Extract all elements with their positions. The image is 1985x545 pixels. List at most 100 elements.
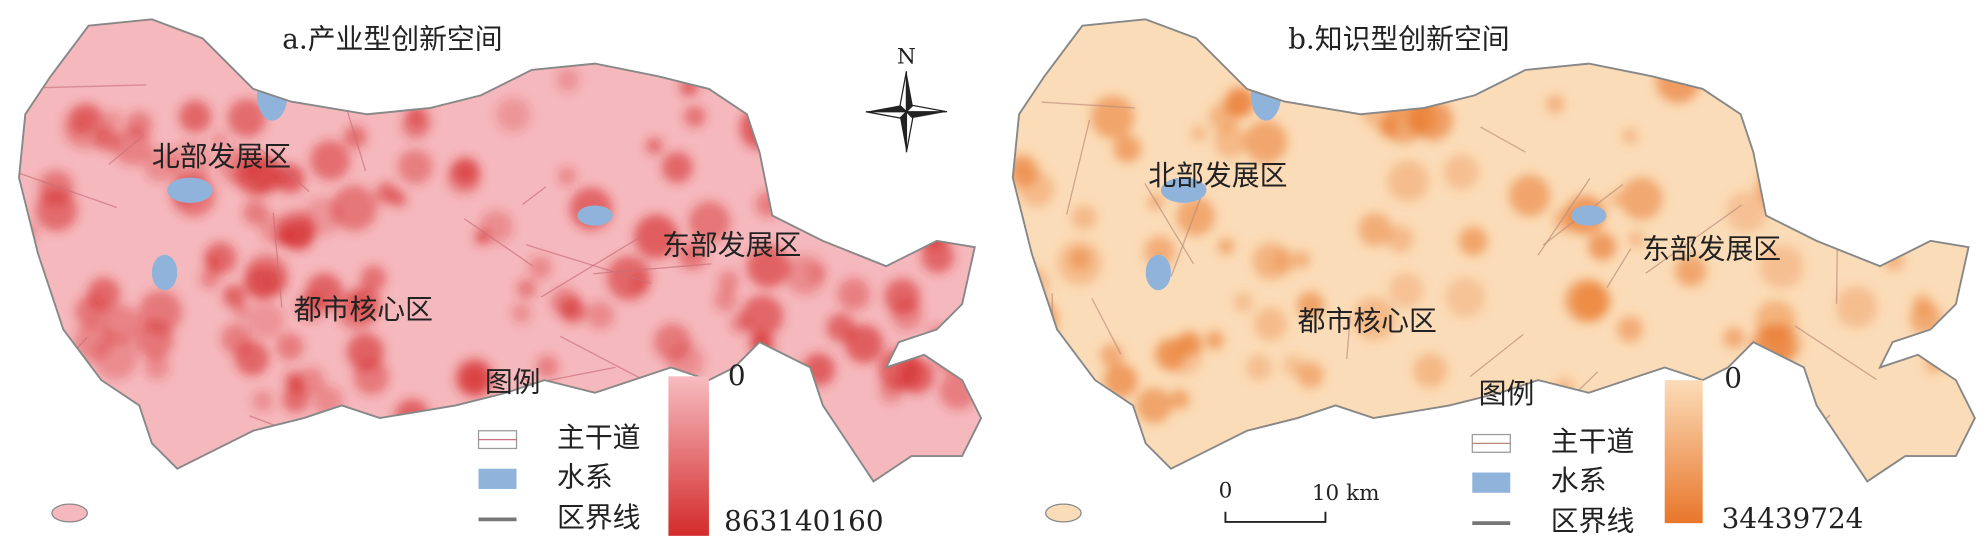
heat-spot bbox=[933, 336, 970, 373]
heat-spot bbox=[741, 295, 784, 338]
heat-spot bbox=[74, 321, 113, 360]
heat-spot bbox=[360, 265, 387, 292]
legend-title: 图例 bbox=[485, 365, 541, 398]
road bbox=[463, 218, 534, 267]
heat-spot bbox=[337, 290, 378, 331]
heat-spot bbox=[677, 241, 707, 270]
heat-spot bbox=[1623, 388, 1647, 413]
map-area bbox=[18, 19, 982, 482]
heat-spot bbox=[1675, 255, 1707, 287]
heat-spot bbox=[235, 153, 278, 197]
heat-spot bbox=[837, 277, 871, 311]
legend-item: 主干道 bbox=[557, 421, 641, 454]
heat-spot bbox=[717, 270, 740, 292]
heat-spot bbox=[71, 103, 101, 134]
road bbox=[1606, 248, 1632, 288]
heat-spot bbox=[297, 367, 325, 395]
heat-spot bbox=[1014, 161, 1031, 179]
heat-spot bbox=[634, 214, 679, 259]
color-bar bbox=[668, 376, 709, 536]
heat-spot bbox=[313, 386, 343, 416]
heat-spot bbox=[683, 105, 706, 128]
heat-spot bbox=[1622, 128, 1638, 145]
heat-spot bbox=[1619, 177, 1663, 221]
road bbox=[1794, 325, 1877, 380]
heat-spot bbox=[1759, 245, 1804, 289]
region-label: 东部发展区 bbox=[662, 229, 801, 262]
region-label: 都市核心区 bbox=[1298, 305, 1437, 338]
heat-spot bbox=[284, 220, 314, 250]
heat-spot bbox=[275, 164, 305, 194]
heat-spot bbox=[35, 189, 78, 232]
boundary bbox=[1011, 18, 1976, 483]
heat-spot bbox=[536, 355, 559, 378]
heat-spot bbox=[282, 385, 310, 413]
heat-spot bbox=[1091, 95, 1135, 139]
scale-end: 10 km bbox=[1312, 481, 1380, 506]
heat-spot bbox=[276, 333, 304, 361]
heat-spot bbox=[661, 151, 693, 183]
legend-swatch-water bbox=[478, 468, 517, 489]
road bbox=[540, 236, 642, 298]
heat-spot bbox=[451, 157, 480, 185]
heat-spot bbox=[1205, 331, 1224, 350]
heat-spot bbox=[243, 199, 269, 226]
road bbox=[1066, 119, 1091, 215]
heat-spot bbox=[1013, 266, 1049, 303]
heat-spot bbox=[1069, 248, 1091, 270]
legend-title: 图例 bbox=[1479, 377, 1535, 410]
heat-spot bbox=[898, 357, 935, 394]
color-bar-max: 34439724 bbox=[1722, 502, 1864, 535]
heat-spot bbox=[474, 229, 490, 245]
water bbox=[1571, 205, 1607, 226]
road bbox=[1537, 177, 1591, 256]
heat-spot bbox=[1244, 120, 1288, 164]
heat-spot bbox=[1136, 387, 1172, 424]
heat-spot bbox=[926, 89, 948, 111]
region-label: 北部发展区 bbox=[1148, 159, 1287, 192]
heat-spot bbox=[1413, 353, 1448, 388]
heat-spot bbox=[1835, 286, 1878, 328]
heat-spot bbox=[406, 104, 425, 123]
heat-spot bbox=[1352, 297, 1396, 340]
heat-spot bbox=[221, 323, 252, 355]
heat-spot bbox=[496, 97, 531, 132]
heat-spot bbox=[846, 166, 876, 196]
heat-spot bbox=[688, 201, 731, 243]
heat-spot bbox=[199, 268, 220, 289]
legend-item: 区界线 bbox=[1551, 505, 1635, 538]
heat-spot bbox=[1386, 225, 1414, 253]
scale-start: 0 bbox=[1219, 479, 1233, 504]
heat-spot bbox=[459, 363, 490, 395]
color-bar-min: 0 bbox=[728, 359, 746, 392]
heat-spot bbox=[802, 353, 835, 386]
road bbox=[1469, 333, 1524, 378]
heat-spot bbox=[144, 353, 170, 380]
heat-spot bbox=[1190, 124, 1208, 142]
heat-spot bbox=[222, 284, 246, 308]
heat-blobs bbox=[1012, 58, 1954, 424]
heat-spot bbox=[178, 100, 212, 133]
road bbox=[249, 415, 358, 457]
heat-spot bbox=[296, 292, 325, 321]
heat-spot bbox=[511, 303, 532, 324]
heat-spot bbox=[1458, 226, 1488, 256]
heat-spot bbox=[1293, 251, 1311, 268]
water bbox=[167, 177, 213, 203]
region-label: 东部发展区 bbox=[1642, 232, 1781, 265]
heat-spot bbox=[528, 256, 552, 279]
heat-spot bbox=[1564, 278, 1609, 323]
heat-spot bbox=[102, 304, 141, 344]
road bbox=[1041, 101, 1135, 109]
heat-spot bbox=[779, 76, 816, 113]
heat-spot bbox=[838, 70, 858, 89]
heat-spot bbox=[169, 141, 213, 185]
legend-item: 水系 bbox=[1551, 464, 1607, 497]
heat-spot bbox=[1616, 316, 1644, 343]
heat-spot bbox=[629, 274, 647, 292]
road bbox=[525, 244, 652, 284]
island bbox=[51, 503, 88, 523]
heat-spot bbox=[645, 137, 663, 155]
color-bar-min: 0 bbox=[1724, 362, 1742, 395]
north-arrow bbox=[865, 71, 948, 153]
